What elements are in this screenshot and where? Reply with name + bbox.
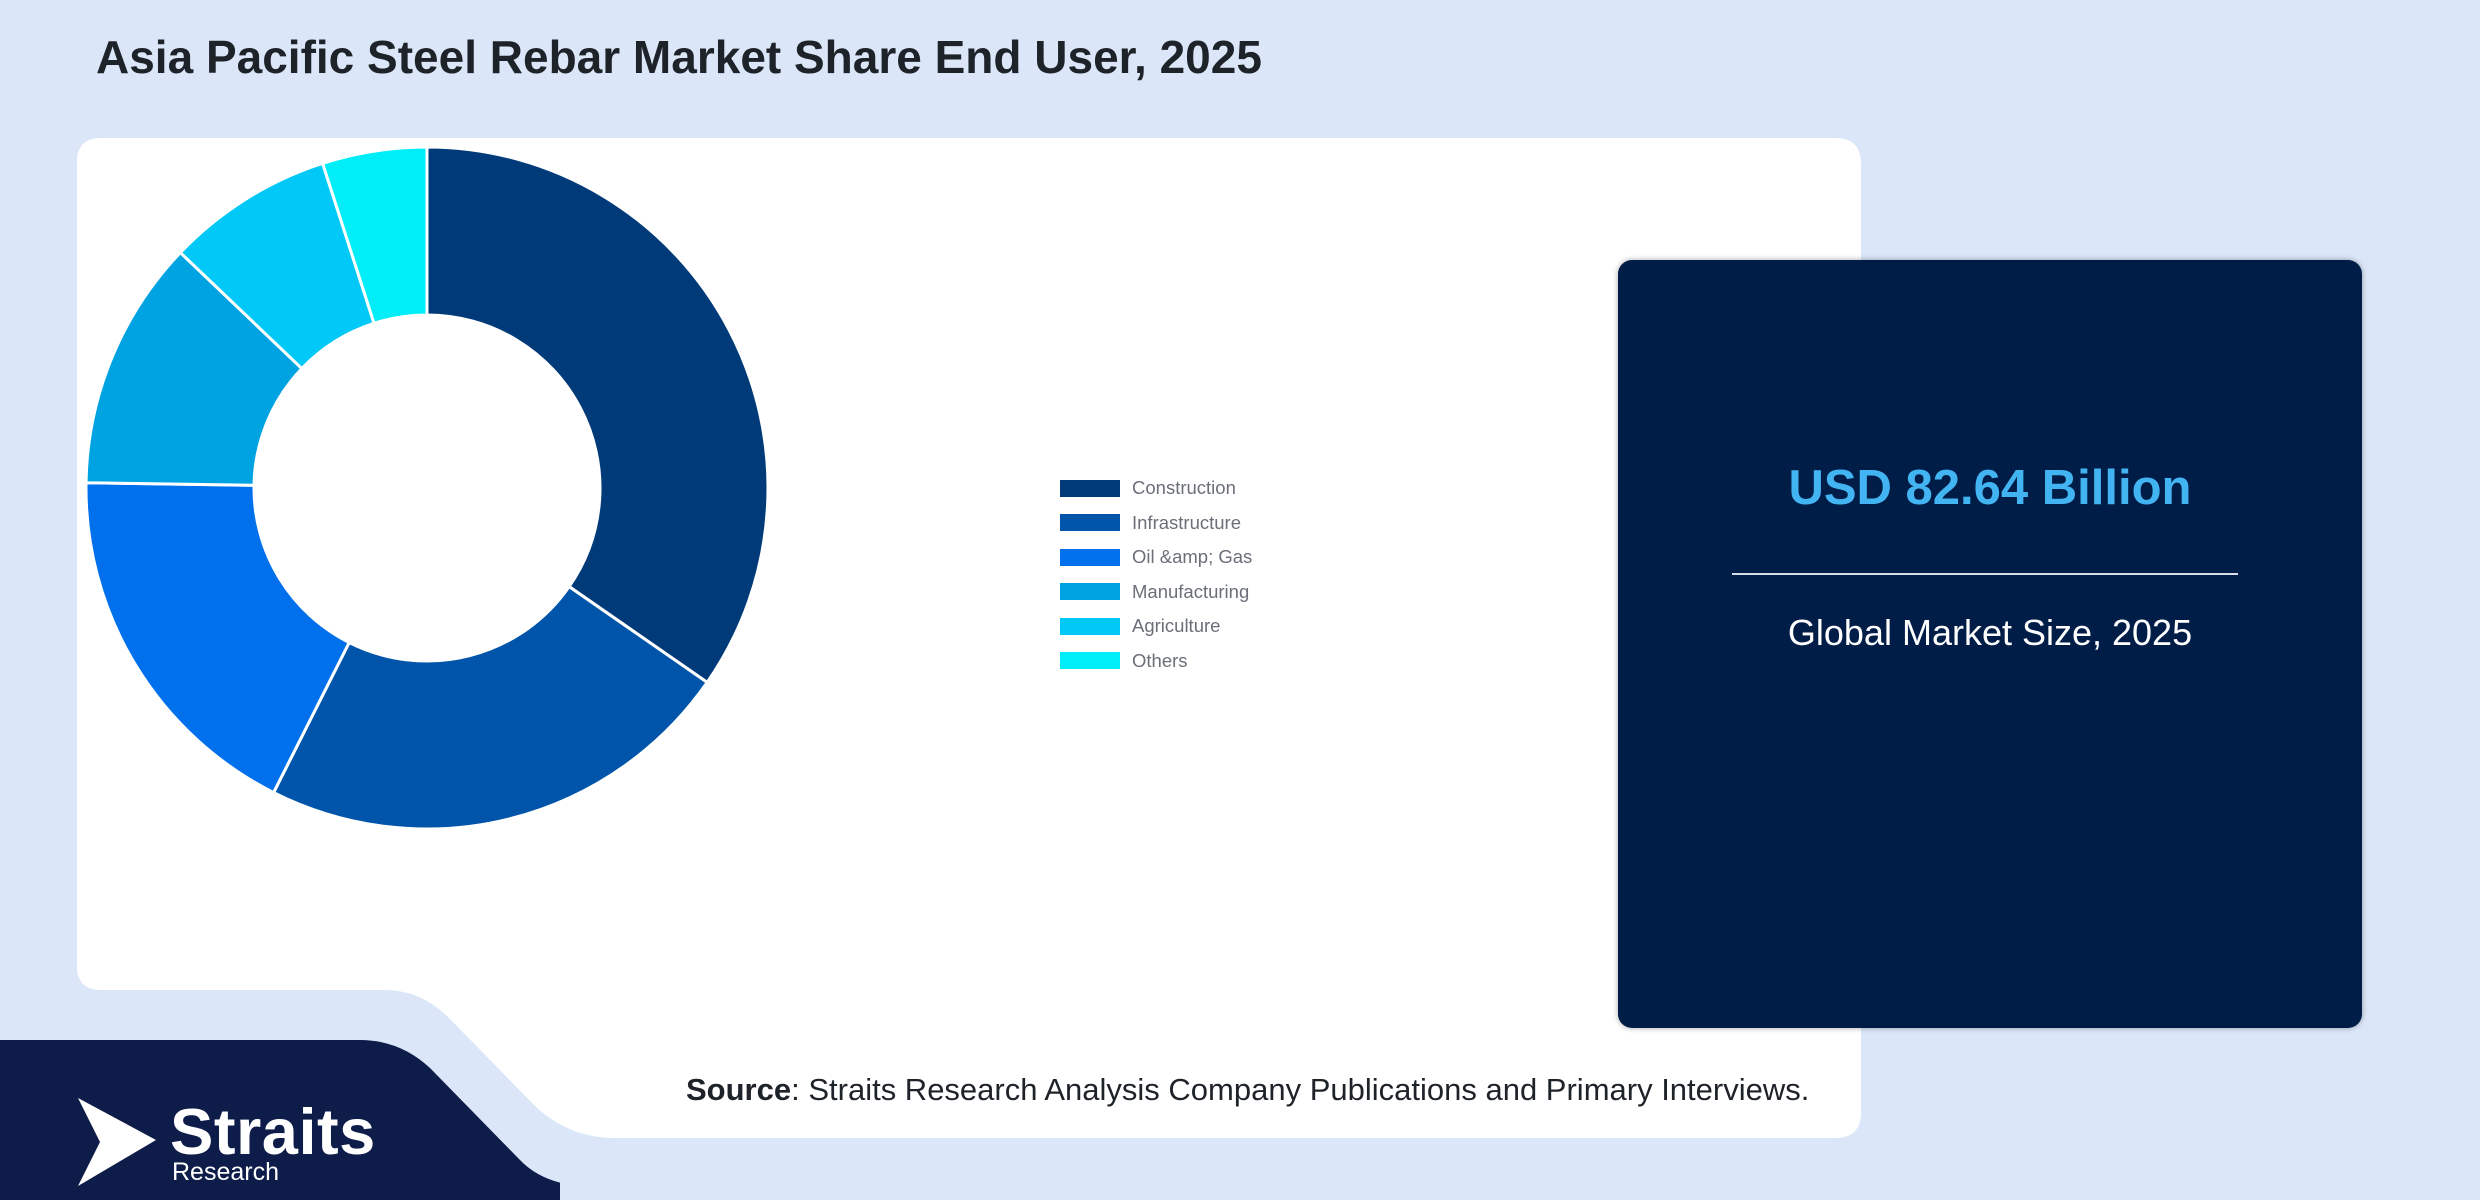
legend-label: Manufacturing — [1132, 580, 1250, 602]
legend-item: Agriculture — [1060, 609, 1252, 644]
chart-legend: Construction Infrastructure Oil &amp; Gas M… — [1060, 471, 1252, 678]
donut-slice-others — [320, 145, 429, 326]
source-text: : Straits Research Analysis Company Publ… — [791, 1072, 1810, 1107]
donut-slice-oil-amp-gas — [84, 481, 352, 795]
legend-item: Infrastructure — [1060, 506, 1252, 541]
legend-item: Manufacturing — [1060, 575, 1252, 610]
legend-swatch — [1060, 514, 1120, 532]
source-note: Source: Straits Research Analysis Compan… — [686, 1072, 1809, 1108]
legend-label: Others — [1132, 649, 1188, 671]
legend-item: Oil &amp; Gas — [1060, 540, 1252, 575]
brand-banner — [0, 1040, 560, 1200]
legend-label: Infrastructure — [1132, 511, 1241, 533]
straits-logo-icon — [78, 1098, 156, 1186]
legend-label: Agriculture — [1132, 615, 1221, 637]
donut-slice-manufacturing — [84, 250, 304, 487]
legend-swatch — [1060, 548, 1120, 566]
legend-swatch — [1060, 583, 1120, 601]
source-prefix: Source — [686, 1072, 792, 1107]
donut-slice-infrastructure — [271, 584, 710, 831]
page-title: Asia Pacific Steel Rebar Market Share En… — [96, 31, 1262, 83]
legend-swatch — [1060, 652, 1120, 670]
market-size-value: USD 82.64 Billion — [1788, 461, 2192, 515]
chart-card: Construction Infrastructure Oil &amp; Gas M… — [77, 138, 1861, 1138]
stat-divider — [1732, 573, 2238, 575]
legend-swatch — [1060, 617, 1120, 635]
market-size-label: Global Market Size, 2025 — [1787, 612, 2193, 653]
donut-chart — [84, 145, 770, 831]
legend-swatch — [1060, 479, 1120, 497]
brand-sub: Research — [172, 1158, 279, 1186]
donut-slice-construction — [425, 145, 770, 685]
legend-label: Construction — [1132, 477, 1236, 499]
brand-name: Straits — [170, 1095, 376, 1168]
legend-label: Oil &amp; Gas — [1132, 546, 1253, 568]
legend-item: Others — [1060, 644, 1252, 679]
legend-item: Construction — [1060, 471, 1252, 506]
market-size-card: USD 82.64 Billion Global Market Size, 20… — [1618, 260, 2362, 1028]
chart-card-background — [77, 138, 1861, 1138]
